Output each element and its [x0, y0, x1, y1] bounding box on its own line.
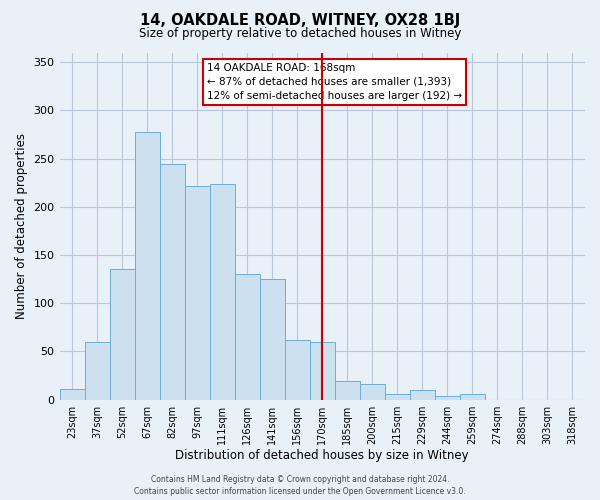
Text: 14, OAKDALE ROAD, WITNEY, OX28 1BJ: 14, OAKDALE ROAD, WITNEY, OX28 1BJ [140, 12, 460, 28]
Bar [385, 394, 410, 400]
Bar [335, 382, 360, 400]
Bar [360, 384, 385, 400]
Bar [85, 342, 110, 400]
Bar [435, 396, 460, 400]
Y-axis label: Number of detached properties: Number of detached properties [15, 133, 28, 319]
Bar [59, 389, 85, 400]
Bar [209, 184, 235, 400]
Bar [160, 164, 185, 400]
Bar [134, 132, 160, 400]
Bar [410, 390, 435, 400]
Text: Size of property relative to detached houses in Witney: Size of property relative to detached ho… [139, 28, 461, 40]
Bar [260, 279, 285, 400]
Text: Contains HM Land Registry data © Crown copyright and database right 2024.
Contai: Contains HM Land Registry data © Crown c… [134, 475, 466, 496]
Bar [185, 186, 209, 400]
Bar [460, 394, 485, 400]
X-axis label: Distribution of detached houses by size in Witney: Distribution of detached houses by size … [175, 450, 469, 462]
Bar [235, 274, 260, 400]
Bar [110, 268, 134, 400]
Bar [285, 340, 310, 400]
Bar [310, 342, 335, 400]
Text: 14 OAKDALE ROAD: 168sqm
← 87% of detached houses are smaller (1,393)
12% of semi: 14 OAKDALE ROAD: 168sqm ← 87% of detache… [206, 63, 462, 101]
